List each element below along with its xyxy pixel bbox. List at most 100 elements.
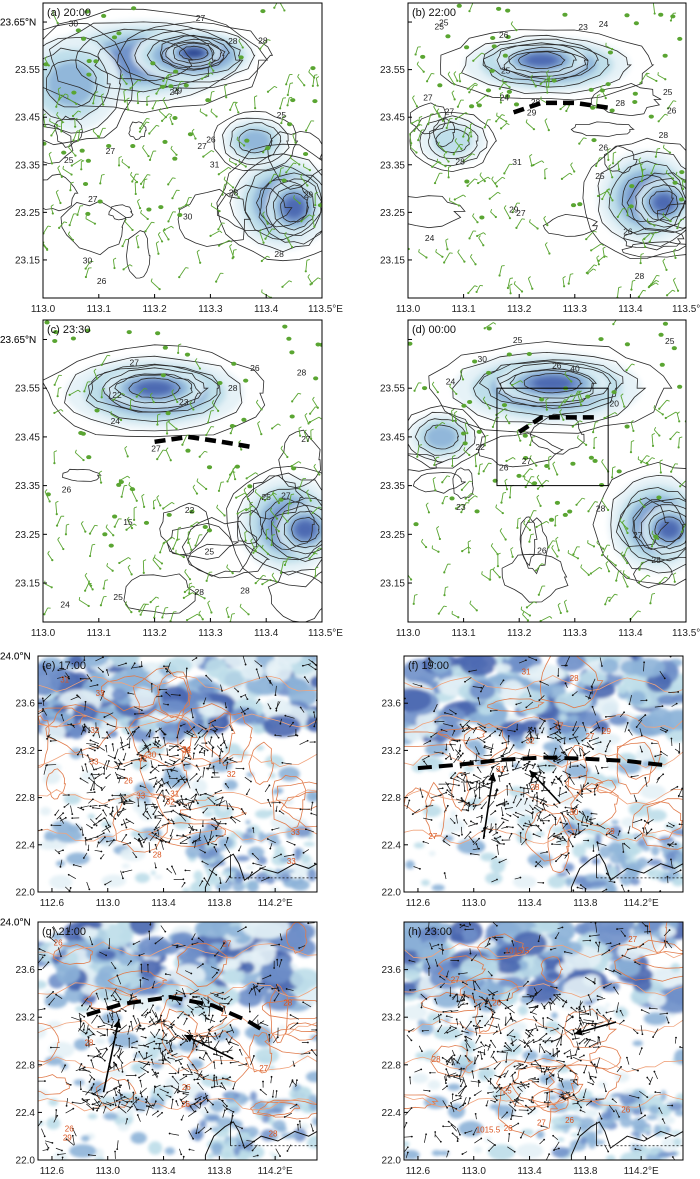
wind-barb [545, 81, 548, 93]
echo-cell [255, 872, 269, 883]
station-dot [659, 362, 665, 367]
station-dot [532, 833, 535, 836]
station-dot [71, 813, 74, 815]
station-dot [203, 750, 206, 752]
station-dot [202, 811, 205, 814]
station-dot [522, 824, 525, 827]
wind-barb [504, 480, 508, 490]
wind-barb [607, 148, 611, 151]
station-dot [612, 323, 615, 326]
station-dot [461, 378, 465, 381]
wind-barb [458, 801, 465, 803]
station-dot [44, 320, 50, 325]
station-dot [462, 135, 465, 138]
wind-barb [172, 177, 176, 179]
station-dot [472, 805, 475, 807]
wind-barb [523, 468, 531, 477]
station-dot [201, 747, 203, 750]
wind-barb [605, 45, 613, 50]
station-dot [63, 806, 66, 808]
wind-barb [533, 833, 541, 838]
station-dot [175, 777, 178, 780]
wind-barb [178, 526, 182, 529]
wind-barb [254, 660, 262, 667]
wind-barb [536, 861, 544, 868]
wind-barb [49, 120, 58, 126]
wind-barb [81, 160, 85, 163]
y-tick-label: 23.15 [15, 579, 40, 590]
wind-barb [484, 436, 486, 446]
contour [258, 172, 322, 245]
contour [64, 355, 243, 432]
station-dot [547, 819, 550, 822]
echo-cell [165, 732, 177, 740]
station-dot [460, 797, 463, 799]
wind-barb [427, 114, 432, 125]
wind-barb [469, 3, 474, 12]
station-dot [592, 545, 596, 548]
echo-cell [162, 772, 189, 788]
station-dot [201, 825, 204, 827]
wind-barb [211, 748, 213, 758]
station-dot [177, 779, 180, 782]
station-dot [494, 810, 497, 812]
station-dot [224, 783, 227, 785]
station-dot [217, 228, 220, 231]
wind-barb [198, 829, 202, 840]
wind-barb [106, 563, 109, 567]
wind-barb [133, 523, 137, 526]
station-dot [285, 171, 288, 174]
station-dot [534, 85, 537, 88]
station-dot [464, 680, 466, 683]
wind-barb [496, 845, 499, 855]
x-tick-label: 113.2 [142, 304, 167, 315]
wind-barb [259, 39, 268, 50]
wind-barb [195, 534, 200, 546]
wind-barb [169, 759, 175, 763]
wind-barb [188, 823, 194, 831]
station-dot [206, 749, 209, 752]
station-dot [520, 757, 523, 760]
wind-barb [176, 798, 186, 801]
wind-barb [550, 724, 559, 730]
wind-barb [406, 569, 408, 571]
wind-barb [623, 843, 631, 849]
station-dot [176, 736, 179, 739]
wind-barb [650, 275, 657, 285]
wind-barb [156, 124, 160, 127]
station-dot [556, 473, 559, 476]
station-dot [237, 690, 240, 693]
echo-cell [556, 656, 586, 672]
station-dot [79, 777, 82, 780]
wind-barb [551, 547, 558, 557]
station-dot [261, 583, 264, 586]
contour [178, 45, 209, 61]
station-dot [456, 105, 459, 108]
wind-barb [552, 461, 556, 465]
station-dot [120, 495, 123, 498]
station-dot [651, 444, 655, 447]
station-dot [437, 550, 440, 553]
wind-barb [445, 754, 451, 760]
wind-barb [310, 428, 314, 431]
station-dot [155, 92, 158, 95]
y-tick-label: 23.6 [16, 699, 36, 710]
wind-barb [126, 819, 135, 824]
wind-barb [592, 741, 601, 746]
station-dot [600, 554, 604, 557]
contour [244, 165, 322, 241]
wind-barb [650, 232, 654, 235]
echo-cell [628, 801, 651, 817]
station-dot [156, 829, 159, 832]
wind-barb [199, 744, 208, 751]
wind-barb [226, 837, 229, 844]
wind-barb [208, 869, 217, 876]
wind-barb [279, 97, 284, 109]
wind-barb [55, 191, 61, 204]
wind-barb [585, 788, 591, 792]
wind-barb [657, 74, 666, 80]
wind-barb [255, 472, 259, 475]
station-dot [295, 733, 297, 736]
station-dot [467, 399, 473, 404]
station-dot [122, 877, 124, 880]
